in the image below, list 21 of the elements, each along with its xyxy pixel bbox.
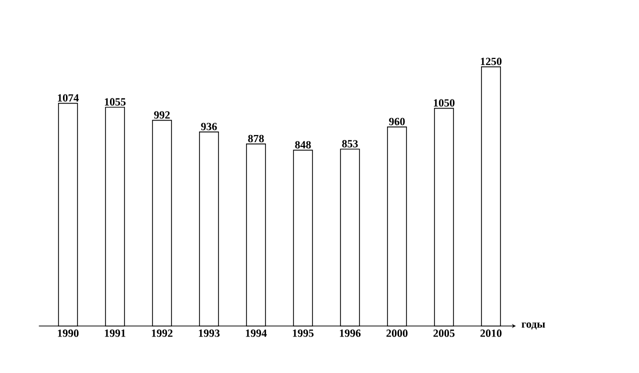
data-label: 1050: [434, 99, 455, 107]
x-axis-title: годы: [522, 322, 546, 330]
x-tick-label: 2010: [480, 330, 502, 337]
data-label: 936: [201, 122, 217, 130]
data-label: 960: [389, 118, 405, 126]
x-tick-label: 2005: [433, 330, 455, 337]
x-tick-label: 2000: [386, 330, 408, 337]
data-label: 848: [295, 141, 311, 148]
data-label: 1074: [58, 94, 79, 102]
x-tick-label: 1995: [292, 330, 314, 337]
data-label: 853: [342, 140, 358, 148]
data-label: 992: [154, 111, 170, 119]
x-tick-label: 1993: [198, 330, 220, 337]
data-label: 1055: [104, 98, 126, 106]
x-tick-label: 1994: [246, 330, 267, 337]
data-label: 878: [248, 134, 264, 142]
x-tick-label: 1996: [340, 330, 361, 337]
x-tick-label: 1990: [58, 330, 79, 337]
x-tick-label: 1991: [104, 330, 126, 337]
data-label: 1250: [480, 58, 502, 66]
x-tick-label: 1992: [152, 330, 172, 337]
